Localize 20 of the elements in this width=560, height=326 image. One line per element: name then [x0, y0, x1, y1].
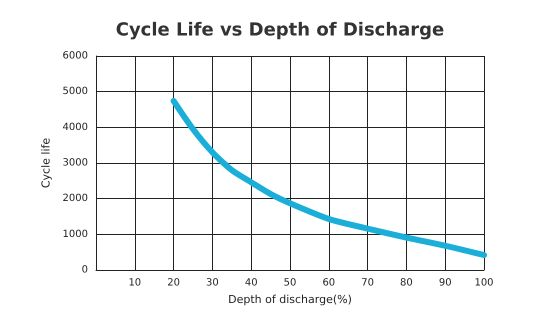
y-tick-label: 0	[82, 264, 88, 276]
y-tick-label: 3000	[62, 158, 88, 168]
x-axis-title: Depth of discharge(%)	[228, 293, 352, 306]
x-tick-label: 100	[474, 278, 494, 288]
y-tick-label: 5000	[62, 86, 88, 98]
x-tick-label: 80	[400, 278, 413, 288]
x-tick-label: 10	[128, 278, 142, 288]
chart-title: Cycle Life vs Depth of Discharge	[116, 20, 444, 40]
x-tick-label: 50	[284, 278, 296, 288]
x-tick-label: 40	[244, 278, 258, 288]
x-tick-label: 20	[167, 278, 180, 288]
x-tick-label: 90	[438, 278, 452, 288]
y-tick-label: 2000	[62, 193, 88, 204]
y-tick-label: 6000	[62, 50, 88, 62]
y-axis-title: Cycle life	[40, 138, 53, 188]
x-tick-label: 60	[322, 278, 336, 288]
y-tick-label: 1000	[62, 228, 88, 240]
y-tick-label: 4000	[62, 122, 88, 133]
x-tick-label: 70	[361, 278, 374, 288]
x-tick-label: 30	[206, 278, 219, 288]
